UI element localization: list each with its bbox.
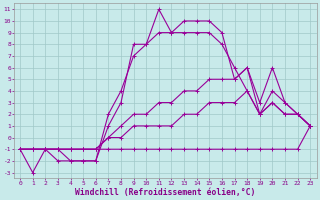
- X-axis label: Windchill (Refroidissement éolien,°C): Windchill (Refroidissement éolien,°C): [75, 188, 255, 197]
